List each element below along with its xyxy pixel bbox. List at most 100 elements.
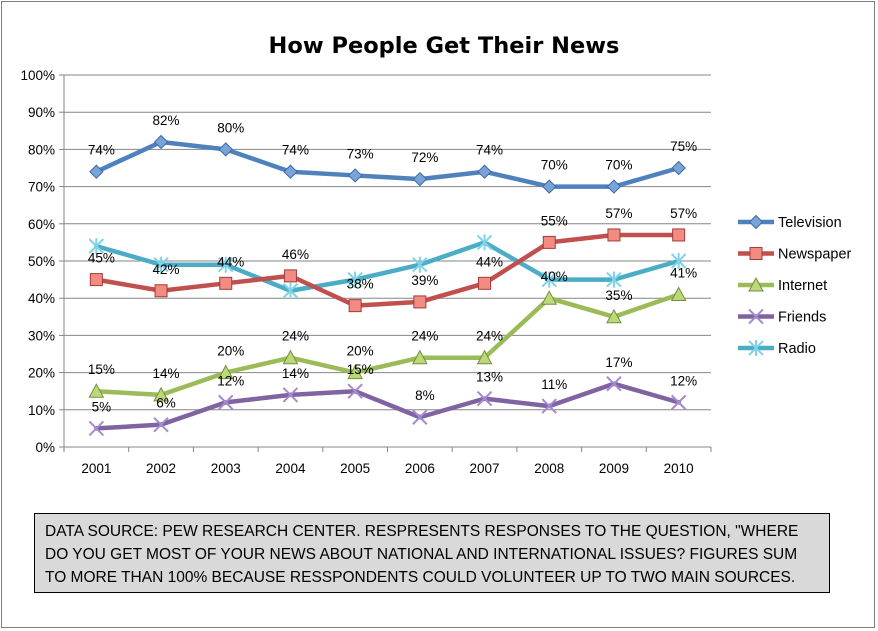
data-label-newspaper: 46% bbox=[282, 247, 309, 262]
data-label-friends: 15% bbox=[347, 362, 374, 377]
marker-friends bbox=[88, 420, 105, 437]
x-tick-label: 2002 bbox=[146, 461, 176, 476]
marker-television bbox=[153, 134, 169, 150]
marker-newspaper bbox=[348, 299, 362, 313]
data-label-friends: 13% bbox=[476, 370, 503, 385]
y-tick-label: 30% bbox=[28, 328, 55, 343]
marker-newspaper bbox=[154, 284, 168, 298]
data-label-television: 80% bbox=[217, 120, 244, 135]
marker-internet bbox=[412, 349, 428, 365]
data-label-friends: 17% bbox=[605, 355, 632, 370]
gridlines bbox=[64, 74, 711, 411]
marker-internet bbox=[217, 364, 234, 380]
x-tick-label: 2008 bbox=[534, 461, 564, 476]
y-tick-label: 50% bbox=[28, 254, 55, 269]
y-tick-label: 0% bbox=[35, 440, 55, 455]
marker-friends bbox=[541, 398, 557, 414]
marker-friends bbox=[476, 390, 493, 407]
data-label-newspaper: 38% bbox=[347, 277, 374, 292]
legend-marker bbox=[748, 276, 764, 292]
marker-television bbox=[606, 179, 622, 194]
marker-newspaper bbox=[219, 276, 233, 290]
series-line-friends bbox=[94, 381, 681, 431]
chart-title: How People Get Their News bbox=[269, 33, 620, 59]
data-label-newspaper: 42% bbox=[153, 262, 180, 277]
marker-television bbox=[477, 164, 492, 179]
data-label-internet: 24% bbox=[476, 329, 503, 344]
marker-television bbox=[542, 179, 557, 194]
x-tick-label: 2009 bbox=[599, 461, 629, 476]
data-label-friends: 14% bbox=[282, 366, 309, 381]
data-labels: 74% 82% 80% 74% 73% 72% 74% 70% 70% 75% 45% 42% 44% 4… bbox=[88, 113, 697, 414]
marker-television bbox=[412, 171, 428, 187]
data-label-internet: 35% bbox=[605, 288, 632, 303]
legend-label: Radio bbox=[778, 341, 816, 357]
data-label-internet: 24% bbox=[411, 329, 438, 344]
legend-marker bbox=[748, 214, 764, 230]
marker-radio bbox=[153, 256, 169, 273]
y-tick-label: 20% bbox=[28, 366, 55, 381]
y-tick-label: 90% bbox=[28, 105, 55, 120]
data-label-internet: 14% bbox=[153, 366, 180, 381]
marker-radio bbox=[606, 271, 622, 288]
data-label-newspaper: 55% bbox=[541, 213, 568, 228]
y-tick-label: 10% bbox=[28, 403, 55, 418]
marker-television bbox=[671, 160, 686, 176]
data-label-television: 74% bbox=[282, 143, 309, 158]
marker-newspaper bbox=[672, 228, 686, 242]
series-markers bbox=[88, 134, 687, 437]
data-label-newspaper: 44% bbox=[476, 254, 503, 269]
marker-radio bbox=[218, 256, 234, 273]
data-label-internet: 40% bbox=[541, 269, 568, 284]
marker-newspaper bbox=[542, 235, 556, 249]
legend: Television Newspaper Internet Friends Radio bbox=[738, 214, 852, 357]
marker-newspaper bbox=[283, 269, 297, 283]
marker-friends bbox=[606, 376, 622, 392]
data-label-newspaper: 39% bbox=[411, 273, 438, 288]
x-tick-label: 2003 bbox=[211, 461, 241, 476]
data-label-friends: 6% bbox=[156, 396, 176, 411]
legend-entry-radio: Radio bbox=[738, 340, 816, 357]
marker-internet bbox=[670, 286, 687, 301]
marker-internet bbox=[476, 349, 493, 365]
marker-internet bbox=[282, 349, 299, 365]
marker-radio bbox=[670, 253, 687, 269]
legend-marker bbox=[748, 308, 764, 325]
data-label-internet: 20% bbox=[347, 344, 374, 359]
data-label-television: 74% bbox=[476, 143, 503, 158]
data-label-television: 82% bbox=[153, 113, 180, 128]
legend-entry-internet: Internet bbox=[738, 276, 827, 294]
y-tick-label: 80% bbox=[28, 142, 55, 157]
legend-label: Friends bbox=[778, 310, 826, 326]
marker-internet bbox=[153, 386, 169, 402]
marker-newspaper bbox=[413, 295, 427, 309]
data-label-television: 70% bbox=[605, 158, 632, 173]
source-note: DATA SOURCE: PEW RESEARCH CENTER. RESPRE… bbox=[34, 513, 830, 593]
legend-label: Internet bbox=[778, 278, 827, 294]
data-label-newspaper: 45% bbox=[88, 251, 115, 266]
marker-newspaper bbox=[607, 228, 621, 242]
marker-friends bbox=[670, 394, 687, 411]
data-label-friends: 11% bbox=[541, 377, 567, 392]
legend-entry-television: Television bbox=[738, 214, 842, 231]
data-label-internet: 20% bbox=[217, 344, 244, 359]
x-tick-label: 2001 bbox=[81, 461, 111, 476]
legend-entry-newspaper: Newspaper bbox=[738, 247, 852, 263]
series-line-internet bbox=[94, 292, 681, 398]
marker-friends bbox=[218, 394, 234, 411]
series-line-newspaper bbox=[94, 232, 681, 308]
marker-radio bbox=[347, 271, 363, 288]
data-label-television: 73% bbox=[347, 146, 374, 161]
data-label-internet: 41% bbox=[670, 265, 697, 280]
marker-television bbox=[89, 164, 104, 179]
legend-marker bbox=[749, 247, 763, 260]
data-label-friends: 12% bbox=[217, 373, 244, 388]
y-tick-label: 70% bbox=[28, 180, 55, 195]
legend-entry-friends: Friends bbox=[738, 308, 826, 326]
x-tick-label: 2010 bbox=[664, 461, 694, 476]
marker-television bbox=[283, 164, 298, 179]
marker-friends bbox=[282, 387, 299, 403]
marker-internet bbox=[606, 308, 622, 324]
x-tick-label: 2005 bbox=[340, 461, 370, 476]
